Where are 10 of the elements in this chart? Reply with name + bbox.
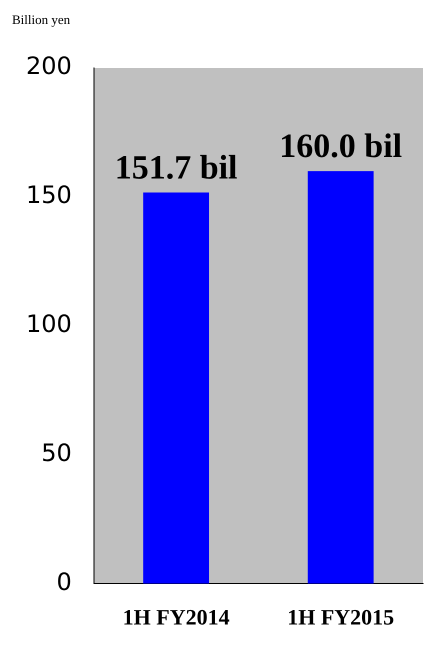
y-tick-label: 100 bbox=[26, 310, 72, 338]
y-axis-title: Billion yen bbox=[12, 12, 71, 27]
y-tick-label: 200 bbox=[26, 52, 72, 80]
y-tick-label: 150 bbox=[26, 181, 72, 210]
x-tick-label: 1H FY2015 bbox=[287, 604, 394, 630]
y-tick-label: 50 bbox=[41, 438, 72, 467]
y-tick-label: 0 bbox=[56, 568, 72, 596]
x-tick-label: 1H FY2014 bbox=[122, 604, 230, 630]
data-label: 151.7 bil bbox=[114, 149, 238, 186]
data-label: 160.0 bil bbox=[279, 128, 402, 165]
